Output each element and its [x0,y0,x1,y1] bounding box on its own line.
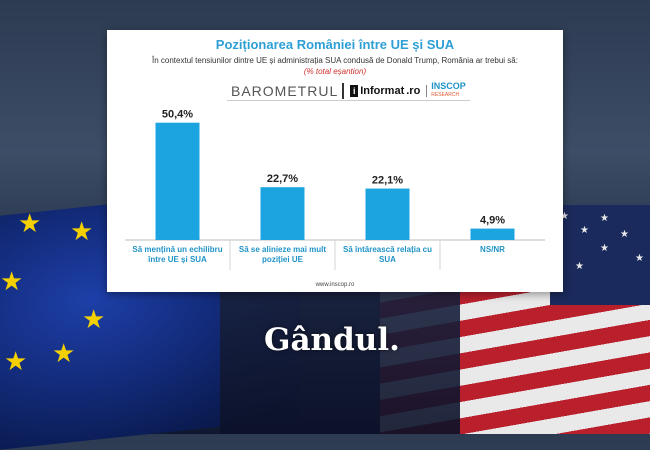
bar [260,187,305,240]
bar [155,122,200,240]
chart-title: Poziționarea României între UE și SUA [215,37,455,52]
category-label: NS/NR [480,245,505,254]
category-label: Să se alinieze mai mult [239,245,326,254]
category-label: poziției UE [262,255,304,264]
chart-panel: Poziționarea României între UE și SUA În… [107,30,563,292]
source-link[interactable]: www.inscop.ro [315,282,355,288]
building-background [220,270,460,434]
eu-star-icon: ★ [70,216,94,246]
informat-logo-text: Informat [360,85,405,97]
eu-star-icon: ★ [0,266,24,296]
bar [470,228,515,240]
bar [365,188,410,240]
sample-note: (% total eșantion) [303,67,367,76]
barometru-logo: BAROMETRUL [227,83,345,99]
bar-value-label: 4,9% [480,215,505,227]
eu-star-icon: ★ [82,304,106,334]
category-label: Să mențină un echilibru [132,245,222,254]
gandul-logo: Gândul. [264,322,400,358]
bar-value-label: 22,1% [372,175,403,187]
us-star-icon: ★ [575,261,584,272]
informat-logo-suffix: .ro [406,85,421,97]
us-star-icon: ★ [560,211,569,222]
bar-value-label: 50,4% [162,109,193,121]
eu-star-icon: ★ [18,208,42,238]
us-star-icon: ★ [600,213,609,224]
inscop-logo-text: INSCOP [431,81,466,91]
category-label: între UE și SUA [147,255,207,264]
us-star-icon: ★ [600,243,609,254]
us-flag-canton [550,205,650,305]
eu-star-icon: ★ [52,338,76,368]
bar-value-label: 22,7% [267,173,298,185]
eu-star-icon: ★ [4,346,28,376]
category-label: SUA [379,255,396,264]
inscop-logo: INSCOP RESEARCH [427,82,470,100]
category-label: Să întărească relația cu [343,245,432,254]
us-star-icon: ★ [580,225,589,236]
informat-logo: i Informat .ro [344,85,428,97]
inscop-logo-sub: RESEARCH [431,92,460,98]
informat-i-icon: i [350,85,359,97]
us-star-icon: ★ [635,253,644,264]
chart-subtitle: În contextul tensiunilor dintre UE și ad… [152,56,518,65]
us-star-icon: ★ [620,229,629,240]
logo-strip: BAROMETRUL i Informat .ro INSCOP RESEARCH [227,82,470,101]
